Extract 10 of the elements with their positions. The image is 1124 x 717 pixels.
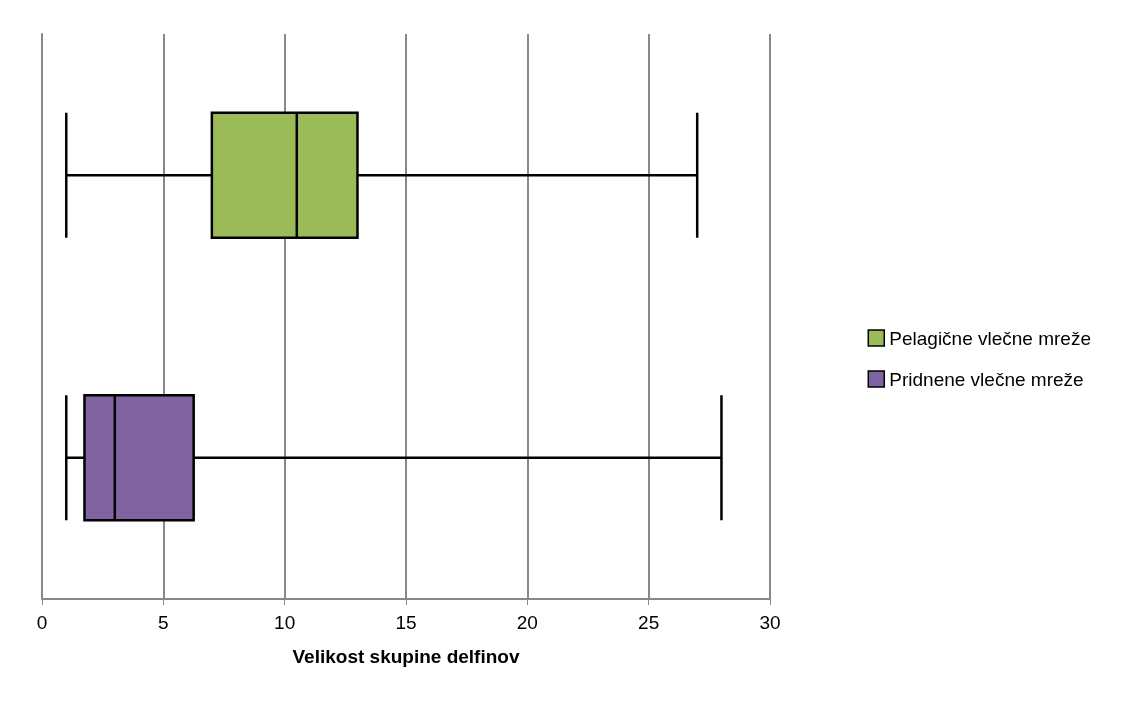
x-tick-label: 30 <box>759 612 781 633</box>
x-tick-label: 25 <box>638 612 660 633</box>
x-tick-label: 15 <box>395 612 417 633</box>
x-tick-label: 5 <box>158 612 169 633</box>
x-tick-label: 20 <box>516 612 538 633</box>
legend-label: Pridnene vlečne mreže <box>889 368 1084 390</box>
legend-label: Pelagične vlečne mreže <box>889 327 1091 349</box>
x-tick-label: 0 <box>36 612 48 633</box>
x-axis-title: Velikost skupine delfinov <box>292 646 520 667</box>
x-tick-label: 10 <box>274 612 296 633</box>
